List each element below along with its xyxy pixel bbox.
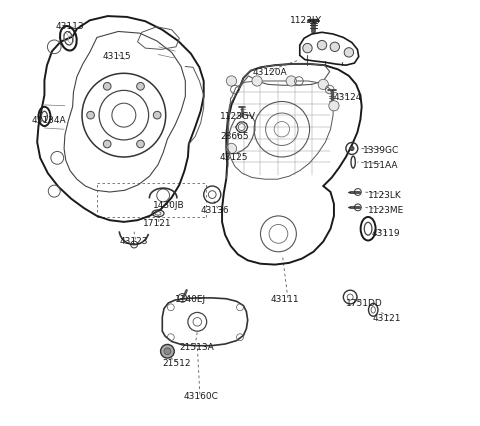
Text: 1339GC: 1339GC [363, 145, 399, 155]
Circle shape [87, 112, 95, 120]
Circle shape [318, 80, 328, 90]
Text: 1430JB: 1430JB [153, 201, 184, 210]
Text: 43113: 43113 [56, 22, 84, 31]
Text: 1123LK: 1123LK [368, 190, 402, 200]
Text: 21513A: 21513A [180, 342, 214, 351]
Text: 1123GV: 1123GV [220, 111, 256, 121]
Text: 1123ME: 1123ME [368, 206, 404, 215]
Circle shape [303, 44, 312, 54]
Circle shape [329, 101, 339, 112]
Circle shape [103, 83, 111, 91]
Text: 43120A: 43120A [253, 68, 288, 77]
Text: 28665: 28665 [220, 132, 249, 141]
Text: 43136: 43136 [201, 205, 229, 214]
Circle shape [164, 348, 171, 355]
Text: 43121: 43121 [372, 313, 401, 322]
Circle shape [252, 77, 262, 87]
Text: 43124: 43124 [333, 92, 361, 102]
Text: 1751DD: 1751DD [346, 298, 383, 307]
Text: 21512: 21512 [162, 358, 191, 368]
Circle shape [103, 141, 111, 149]
Text: 1151AA: 1151AA [363, 161, 398, 170]
Text: 1140EJ: 1140EJ [175, 294, 206, 304]
Circle shape [153, 112, 161, 120]
Circle shape [137, 83, 144, 91]
Text: 43111: 43111 [271, 294, 300, 304]
Text: 1123LY: 1123LY [290, 16, 323, 25]
Text: 17121: 17121 [143, 219, 171, 228]
Circle shape [161, 345, 174, 358]
Circle shape [330, 43, 339, 52]
Circle shape [227, 77, 237, 87]
Text: 43119: 43119 [372, 229, 400, 238]
Circle shape [317, 41, 327, 51]
Text: 43115: 43115 [103, 52, 131, 61]
Circle shape [344, 49, 354, 58]
Circle shape [350, 147, 354, 151]
Circle shape [227, 144, 237, 154]
Circle shape [286, 77, 296, 87]
Text: 43134A: 43134A [32, 115, 66, 125]
Text: 43123: 43123 [120, 236, 148, 246]
Circle shape [137, 141, 144, 149]
Text: 43160C: 43160C [184, 391, 218, 400]
Text: 43125: 43125 [220, 153, 249, 162]
